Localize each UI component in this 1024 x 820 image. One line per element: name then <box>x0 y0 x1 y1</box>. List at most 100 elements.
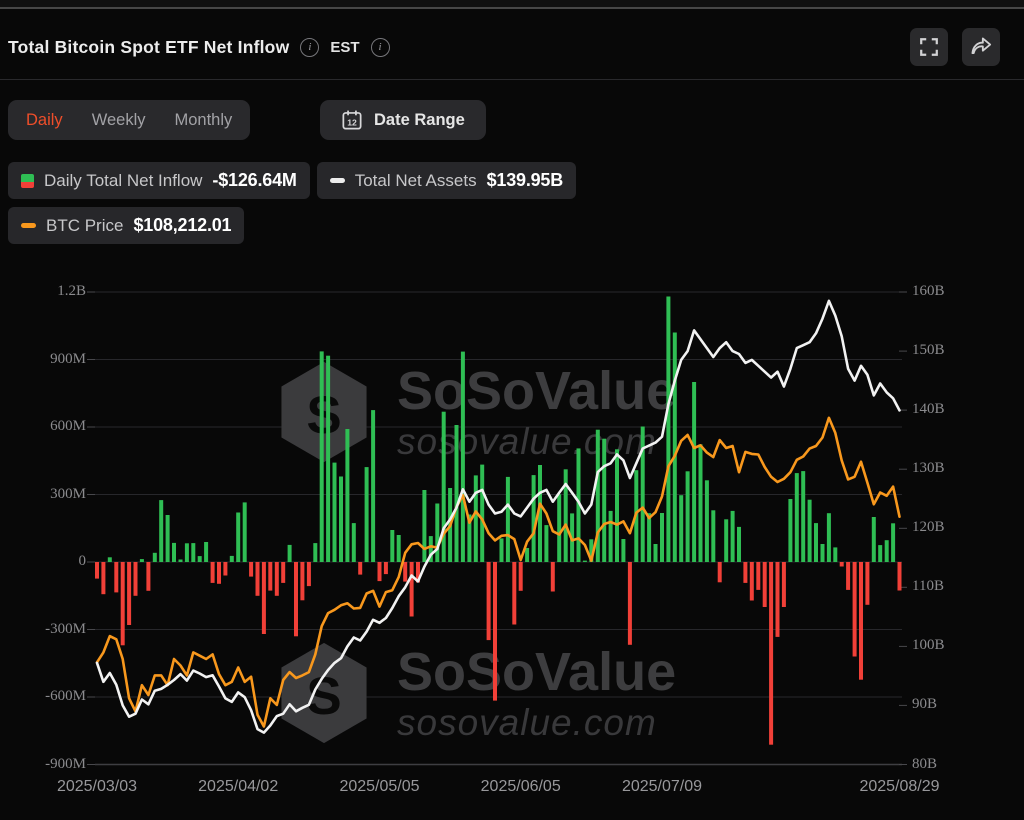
y-axis-label-left: 0 <box>78 553 87 569</box>
y-axis-label-left: 1.2B <box>57 283 86 299</box>
inflow-bar <box>692 382 697 562</box>
frequency-tabs: Daily Weekly Monthly <box>8 100 251 140</box>
inflow-bar <box>300 562 305 601</box>
inflow-bar <box>576 448 581 562</box>
y-axis-label-right: 90B <box>912 696 938 713</box>
svg-text:12: 12 <box>347 118 357 128</box>
inflow-bar <box>268 562 273 591</box>
inflow-bar <box>339 476 343 562</box>
inflow-bar <box>672 332 677 562</box>
inflow-bar <box>595 429 600 562</box>
title-info-icon[interactable]: i <box>300 37 320 57</box>
inflow-bar <box>159 500 164 562</box>
sosovalue-logo-icon: S <box>281 361 367 463</box>
inflow-bar <box>775 562 780 637</box>
inflow-bar <box>120 562 125 646</box>
inflow-bar <box>884 540 889 562</box>
tab-daily[interactable]: Daily <box>26 110 63 129</box>
inflow-bar <box>544 525 549 562</box>
inflow-bar <box>319 351 324 562</box>
watermark: S SoSoValue sosovalue.com <box>276 360 676 464</box>
btc-price-line <box>95 416 901 728</box>
inflow-bar <box>236 512 241 562</box>
date-range-button[interactable]: 12 Date Range <box>320 100 486 140</box>
inflow-bar <box>345 429 350 562</box>
tab-monthly[interactable]: Monthly <box>174 110 233 129</box>
inflow-bar <box>403 562 408 582</box>
orange-line-icon <box>21 223 36 228</box>
inflow-bar <box>377 562 382 582</box>
watermark-domain: sosovalue.com <box>397 701 657 743</box>
inflow-bar <box>807 499 812 562</box>
inflow-bar <box>416 562 420 583</box>
inflow-bar <box>505 476 510 562</box>
legend-value: $139.95B <box>486 170 564 190</box>
y-axis-label-right: 140B <box>912 401 945 418</box>
inflow-bar <box>499 538 504 562</box>
inflow-bar <box>653 544 658 562</box>
svg-text:S: S <box>306 386 341 445</box>
y-axis-label-right: 110B <box>912 578 944 595</box>
timezone-label: EST <box>330 38 360 56</box>
inflow-bar <box>133 562 138 596</box>
legend-value: $108,212.01 <box>133 215 232 235</box>
y-axis-label-right: 130B <box>912 460 945 477</box>
watermark-brand: SoSoValue <box>397 361 677 422</box>
inflow-bar <box>538 465 542 562</box>
inflow-bar <box>685 471 690 562</box>
inflow-bar <box>756 562 761 590</box>
inflow-bar <box>396 535 401 562</box>
legend-item-btc-price[interactable]: BTC Price $108,212.01 <box>8 207 245 244</box>
legend-row-2: BTC Price $108,212.01 <box>8 207 245 244</box>
x-axis-label: 2025/04/02 <box>198 778 279 795</box>
inflow-bar <box>666 296 671 562</box>
tab-weekly[interactable]: Weekly <box>91 110 146 129</box>
inflow-bar <box>769 562 774 745</box>
inflow-bar <box>621 539 626 562</box>
inflow-bar <box>274 562 279 596</box>
y-axis-label-left: -600M <box>45 688 86 704</box>
inflow-bar <box>127 562 132 625</box>
inflow-bar <box>172 542 176 562</box>
inflow-bar <box>788 499 793 562</box>
date-range-label: Date Range <box>374 110 465 129</box>
legend-item-net-assets[interactable]: Total Net Assets $139.95B <box>316 162 577 199</box>
inflow-bar <box>608 510 613 562</box>
inflow-bar <box>261 562 266 634</box>
inflow-bar <box>473 475 478 562</box>
inflow-bar <box>165 515 170 562</box>
inflow-bar <box>801 471 806 562</box>
inflow-bar <box>749 562 754 601</box>
inflow-bar <box>422 490 427 562</box>
inflow-bar <box>865 562 870 605</box>
inflow-bar <box>229 555 234 562</box>
inflow-bar <box>480 464 485 562</box>
share-button[interactable] <box>962 28 1000 66</box>
inflow-bar <box>281 562 286 583</box>
y-axis-label-left: 900M <box>50 350 86 367</box>
inflow-bar <box>871 517 876 562</box>
inflow-bar <box>897 562 902 591</box>
inflow-bar <box>550 562 555 592</box>
net-assets-line <box>95 299 901 734</box>
x-axis-label: 2025/05/05 <box>339 778 420 795</box>
inflow-bar <box>518 562 523 591</box>
inflow-bar <box>852 562 857 657</box>
inflow-bar <box>364 467 369 562</box>
legend-item-net-inflow[interactable]: Daily Total Net Inflow -$126.64M <box>8 162 310 199</box>
inflow-bar <box>383 562 388 575</box>
inflow-bar <box>191 543 196 562</box>
timezone-info-icon[interactable]: i <box>370 37 390 57</box>
inflow-bar <box>627 562 632 645</box>
fullscreen-button[interactable] <box>910 28 948 66</box>
inflow-bar <box>781 562 786 607</box>
inflow-bar <box>441 411 446 562</box>
legend-row-1: Daily Total Net Inflow -$126.64M Total N… <box>8 162 577 199</box>
inflow-bar <box>589 539 594 562</box>
inflow-bar <box>814 523 818 562</box>
inflow-bar <box>184 543 189 562</box>
y-axis-label-right: 120B <box>912 519 945 536</box>
x-axis-label: 2025/06/05 <box>480 778 561 795</box>
